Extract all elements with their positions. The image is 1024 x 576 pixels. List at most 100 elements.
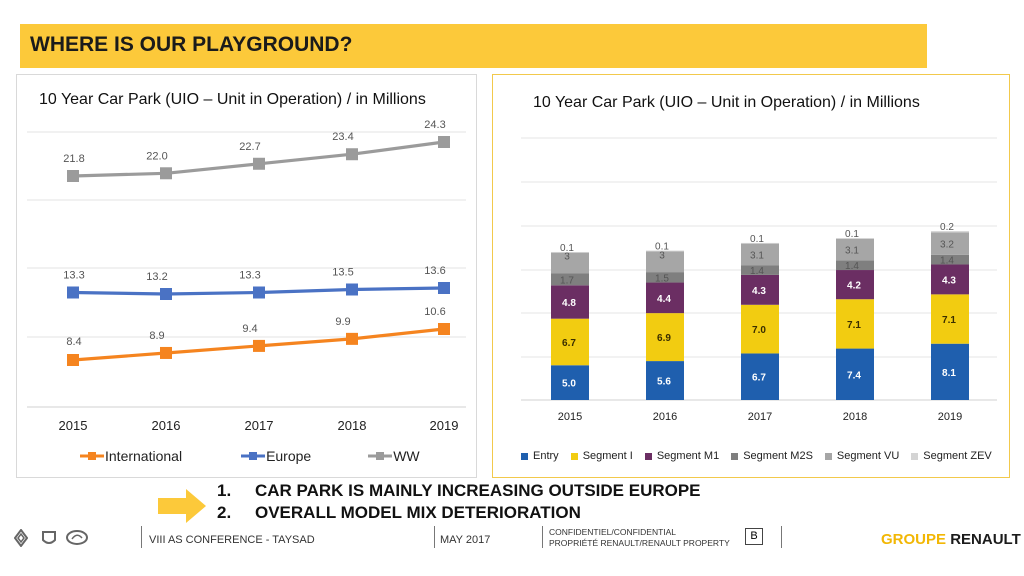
legend-europe-label: Europe [266, 448, 312, 464]
data-label: 9.4 [242, 323, 257, 335]
legend-segment-vu-swatch [824, 452, 832, 460]
legend-segment-vu-label: Segment VU [836, 450, 900, 462]
data-label: 7.0 [752, 325, 766, 336]
data-point-europe [253, 286, 265, 299]
footer-date: MAY 2017 [440, 534, 491, 546]
data-label: 4.3 [942, 275, 956, 286]
brand-renault: RENAULT [950, 531, 1021, 548]
data-label: 0.1 [560, 243, 574, 254]
data-label: 13.5 [332, 267, 353, 279]
classification-badge: B [745, 528, 763, 545]
bar-segment-m2s [741, 265, 779, 275]
data-label: 24.3 [424, 119, 445, 131]
footer-property: PROPRIÉTÉ RENAULT/RENAULT PROPERTY [549, 538, 730, 548]
x-tick-label: 2016 [653, 411, 677, 423]
x-tick-label: 2019 [938, 411, 962, 423]
data-point-ww [67, 170, 79, 182]
bar-chart: 2015 2016 2017 2018 20195.06.74.81.730.15.66… [521, 137, 997, 423]
bar-segment-i [551, 318, 589, 366]
data-label: 5.0 [562, 379, 576, 390]
legend-item-segment-zev: Segment ZEV [911, 450, 992, 462]
data-label: 7.1 [847, 320, 861, 331]
legend-europe-marker [241, 452, 266, 460]
renault-logo-icon [14, 529, 28, 547]
footer: VIII AS CONFERENCE - TAYSAD MAY 2017 CON… [0, 522, 1024, 576]
bar-entry [741, 353, 779, 400]
bar-segment-m1 [646, 282, 684, 314]
legend-segment-zev-swatch [911, 452, 919, 460]
data-label: 1.4 [845, 261, 859, 272]
legend-item-segment-i: Segment I [570, 450, 633, 462]
legend-item-segment-m1: Segment M1 [644, 450, 720, 462]
data-label: 3 [659, 250, 665, 261]
data-label: 1.4 [750, 266, 764, 277]
line-chart-panel: 10 Year Car Park (UIO – Unit in Operatio… [16, 74, 477, 478]
data-label: 0.2 [940, 222, 954, 233]
data-label: 5.6 [657, 377, 671, 388]
legend-segment-zev-label: Segment ZEV [923, 450, 992, 462]
conclusion-item: 2. OVERALL MODEL MIX DETERIORATION [217, 502, 701, 524]
legend-item-entry: Entry [521, 450, 559, 462]
conclusion-text: OVERALL MODEL MIX DETERIORATION [255, 503, 581, 522]
data-point-europe [346, 283, 358, 296]
footer-divider [141, 526, 142, 548]
x-tick-label: 2017 [245, 418, 274, 433]
conclusions: 1. CAR PARK IS MAINLY INCREASING OUTSIDE… [217, 480, 701, 524]
data-point-ww [438, 136, 450, 148]
data-label: 13.2 [146, 271, 167, 283]
bar-segment-m1 [551, 285, 589, 319]
data-label: 22.7 [239, 141, 260, 153]
data-label: 7.1 [942, 315, 956, 326]
data-label: 21.8 [63, 153, 84, 165]
footer-event: VIII AS CONFERENCE - TAYSAD [149, 534, 315, 546]
data-point-europe [67, 286, 79, 299]
data-label: 4.2 [847, 281, 861, 292]
bar-segment-vu [741, 243, 779, 266]
footer-divider [542, 526, 543, 548]
legend-entry-swatch [521, 452, 528, 460]
bar-segment-zev [551, 251, 589, 253]
data-label: 6.7 [752, 373, 766, 384]
data-point-ww [253, 157, 265, 170]
bar-segment-zev [741, 242, 779, 244]
footer-divider [434, 526, 435, 548]
lada-logo-icon [66, 530, 88, 545]
legend-international-marker [80, 452, 104, 460]
data-label: 6.7 [562, 338, 576, 349]
bar-chart-panel: 10 Year Car Park (UIO – Unit in Operatio… [492, 74, 1010, 478]
bar-entry [551, 365, 589, 400]
x-tick-label: 2018 [338, 418, 367, 433]
data-label: 3 [564, 252, 570, 263]
legend-ww-marker [368, 452, 393, 460]
bar-segment-vu [646, 251, 684, 273]
bar-segment-m1 [836, 270, 874, 300]
bar-chart-title: 10 Year Car Park (UIO – Unit in Operatio… [533, 94, 920, 111]
data-label: 4.4 [657, 294, 671, 305]
data-label: 3.1 [750, 250, 764, 261]
data-label: 3.2 [940, 240, 954, 251]
line-chart-title: 10 Year Car Park (UIO – Unit in Operatio… [39, 91, 426, 108]
data-point-international [67, 354, 79, 366]
data-point-international [160, 346, 172, 359]
bar-segment-zev [836, 238, 874, 239]
legend-international-label: International [105, 448, 183, 464]
legend-segment-m2s-label: Segment M2S [743, 450, 813, 462]
data-label: 8.9 [149, 330, 164, 342]
data-label: 1.4 [940, 256, 954, 267]
footer-divider [781, 526, 782, 548]
data-label: 13.6 [424, 265, 445, 277]
bar-segment-m1 [931, 264, 969, 295]
legend-ww-label: WW [393, 448, 420, 464]
bar-segment-i [741, 304, 779, 354]
bar-entry [646, 361, 684, 400]
legend-item-europe: Europe [240, 448, 311, 464]
bar-segment-m2s [836, 260, 874, 271]
bar-segment-vu [551, 252, 589, 274]
data-point-international [346, 332, 358, 345]
legend-segment-m2s-swatch [731, 452, 739, 460]
groupe-renault-logo: GROUPE RENAULT [881, 531, 1021, 548]
conclusion-number: 2. [217, 503, 232, 522]
legend-item-ww: WW [367, 448, 420, 464]
legend-segment-m1-label: Segment M1 [656, 450, 720, 462]
bar-segment-m2s [551, 273, 589, 286]
